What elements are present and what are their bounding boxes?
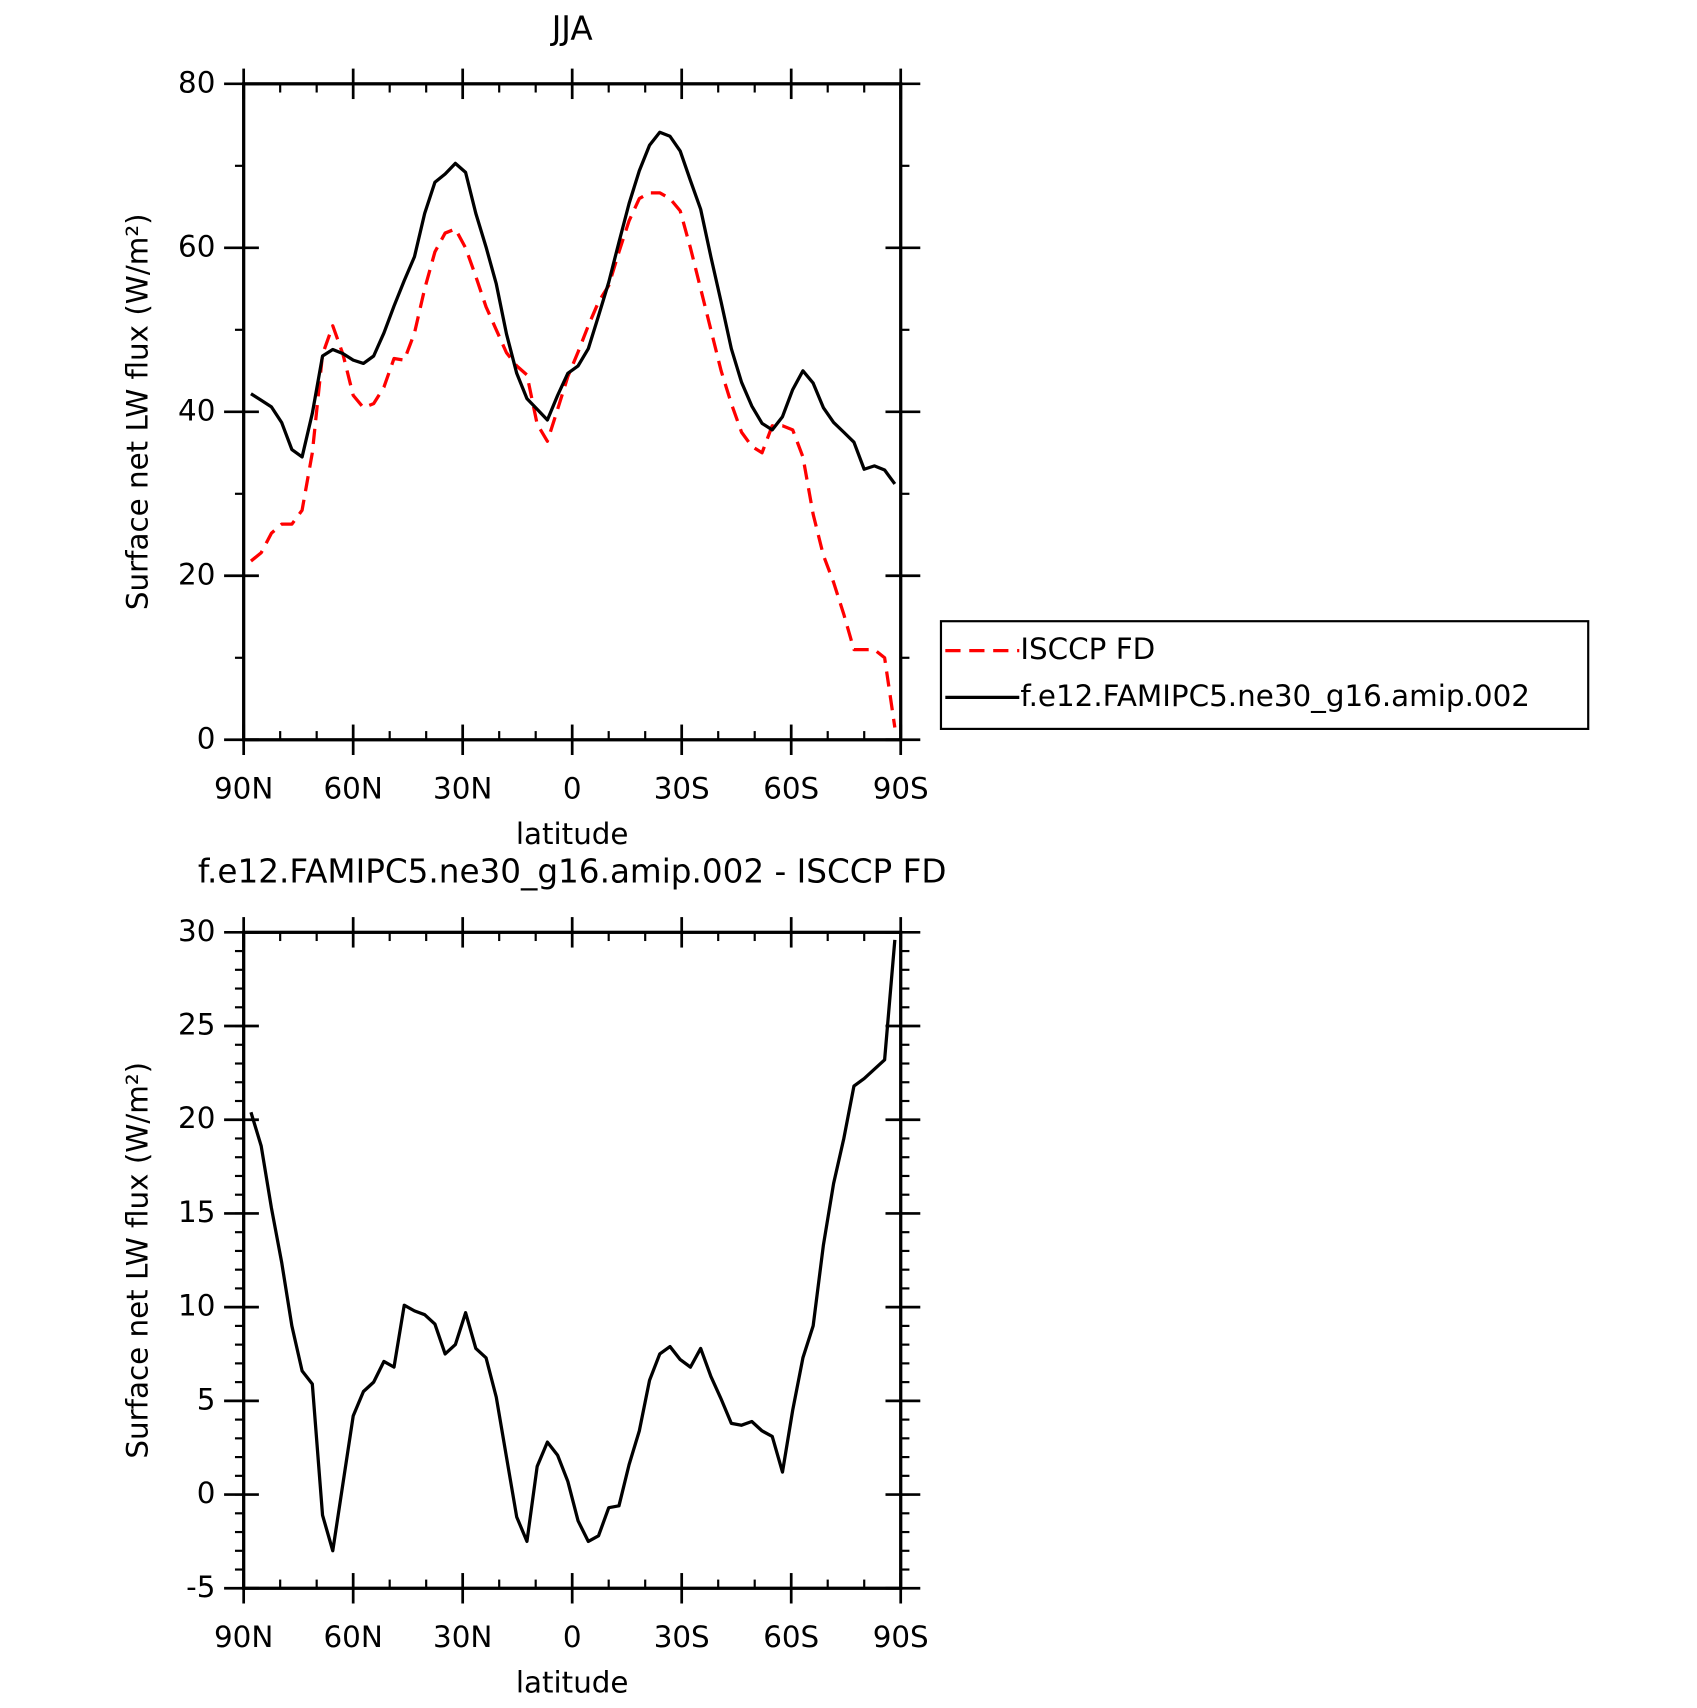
data-line bbox=[249, 939, 897, 1553]
x-tick-label: 30S bbox=[654, 1620, 710, 1654]
x-axis-label: latitude bbox=[516, 817, 629, 851]
x-tick-label: 60N bbox=[324, 1620, 383, 1654]
y-axis-label: Surface net LW flux (W/m²) bbox=[121, 213, 155, 610]
legend-label: ISCCP FD bbox=[1020, 632, 1155, 666]
plot-frame bbox=[242, 930, 903, 1590]
x-tick-label: 60N bbox=[324, 771, 383, 805]
y-tick-label: 0 bbox=[197, 1476, 216, 1510]
x-tick-label: 0 bbox=[563, 1620, 582, 1654]
y-tick-label: -5 bbox=[186, 1570, 215, 1604]
plot-frame bbox=[242, 82, 903, 742]
y-tick-label: 10 bbox=[178, 1289, 215, 1323]
x-tick-label: 90S bbox=[873, 1620, 929, 1654]
x-tick-label: 0 bbox=[563, 771, 582, 805]
y-tick-label: 80 bbox=[178, 65, 215, 99]
x-tick-label: 60S bbox=[763, 771, 819, 805]
y-tick-label: 5 bbox=[197, 1382, 216, 1416]
y-tick-label: 15 bbox=[178, 1195, 215, 1229]
data-line bbox=[249, 191, 897, 728]
x-tick-label: 60S bbox=[763, 1620, 819, 1654]
y-tick-label: 20 bbox=[178, 557, 215, 591]
x-tick-label: 90N bbox=[214, 771, 273, 805]
y-tick-label: 20 bbox=[178, 1101, 215, 1135]
y-tick-label: 30 bbox=[178, 914, 215, 948]
y-axis-label: Surface net LW flux (W/m²) bbox=[121, 1062, 155, 1459]
x-tick-label: 90N bbox=[214, 1620, 273, 1654]
x-tick-label: 90S bbox=[873, 771, 929, 805]
data-line bbox=[250, 130, 897, 485]
legend-box bbox=[939, 620, 1590, 730]
x-axis-label: latitude bbox=[516, 1666, 629, 1700]
y-tick-label: 0 bbox=[197, 721, 216, 755]
y-tick-label: 25 bbox=[178, 1008, 215, 1042]
x-tick-label: 30S bbox=[654, 771, 710, 805]
chart-title: JJA bbox=[550, 10, 594, 48]
x-tick-label: 30N bbox=[433, 771, 492, 805]
x-tick-label: 30N bbox=[433, 1620, 492, 1654]
legend-label: f.e12.FAMIPC5.ne30_g16.amip.002 bbox=[1020, 679, 1530, 713]
y-tick-label: 60 bbox=[178, 229, 215, 263]
y-tick-label: 40 bbox=[178, 393, 215, 427]
chart-title: f.e12.FAMIPC5.ne30_g16.amip.002 - ISCCP … bbox=[198, 853, 947, 891]
